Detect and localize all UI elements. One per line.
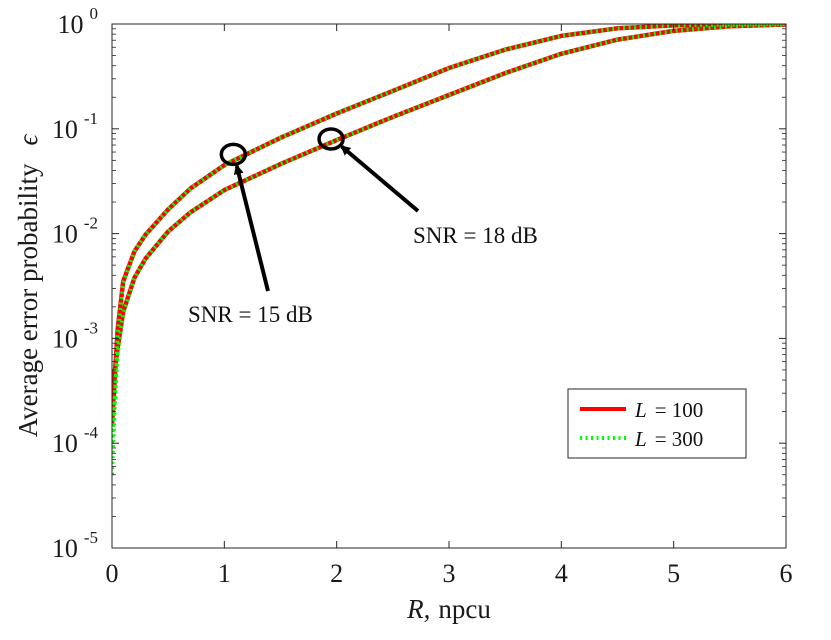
legend-label-l100: L = 100 xyxy=(634,398,703,422)
x-tick-label: 4 xyxy=(555,559,568,588)
annotations-layer: SNR = 15 dB SNR = 18 dB xyxy=(188,127,538,327)
y-tick-label: 10 -3 xyxy=(52,318,98,353)
annotation-label-snr-15-db: SNR = 15 dB xyxy=(188,302,313,327)
x-axis-label: R, npcu xyxy=(406,594,491,624)
annotation-arrow-snr-18-db xyxy=(340,145,420,213)
curve-snr-15-db-L300 xyxy=(112,24,786,475)
y-tick-label: 10 -4 xyxy=(52,423,99,458)
x-tick-label: 0 xyxy=(106,559,119,588)
curve-snr-18-db-L300 xyxy=(112,24,786,444)
x-tick-label: 3 xyxy=(443,559,456,588)
y-axis-label: Average error probabilityϵ xyxy=(13,134,43,438)
annotation-circle-snr-15-db xyxy=(219,142,248,167)
x-tick-label: 6 xyxy=(780,559,793,588)
plot-area-background xyxy=(112,24,786,548)
curves-layer xyxy=(112,24,786,475)
x-tick-label: 2 xyxy=(330,559,343,588)
y-tick-label: 10 -1 xyxy=(52,109,98,144)
annotation-label-snr-18-db: SNR = 18 dB xyxy=(413,223,538,248)
y-tick-label: 10 -2 xyxy=(52,214,98,249)
x-tick-label: 1 xyxy=(218,559,231,588)
y-tick-label: 10 -5 xyxy=(52,528,98,563)
legend: L = 100 L = 300 xyxy=(567,388,747,459)
legend-box xyxy=(567,388,747,459)
annotation-circle-snr-18-db xyxy=(317,127,345,151)
annotation-arrow-snr-15-db xyxy=(233,164,270,292)
x-tick-label: 5 xyxy=(667,559,680,588)
y-tick-label: 10 0 xyxy=(58,4,99,39)
legend-label-l300: L = 300 xyxy=(634,427,703,451)
